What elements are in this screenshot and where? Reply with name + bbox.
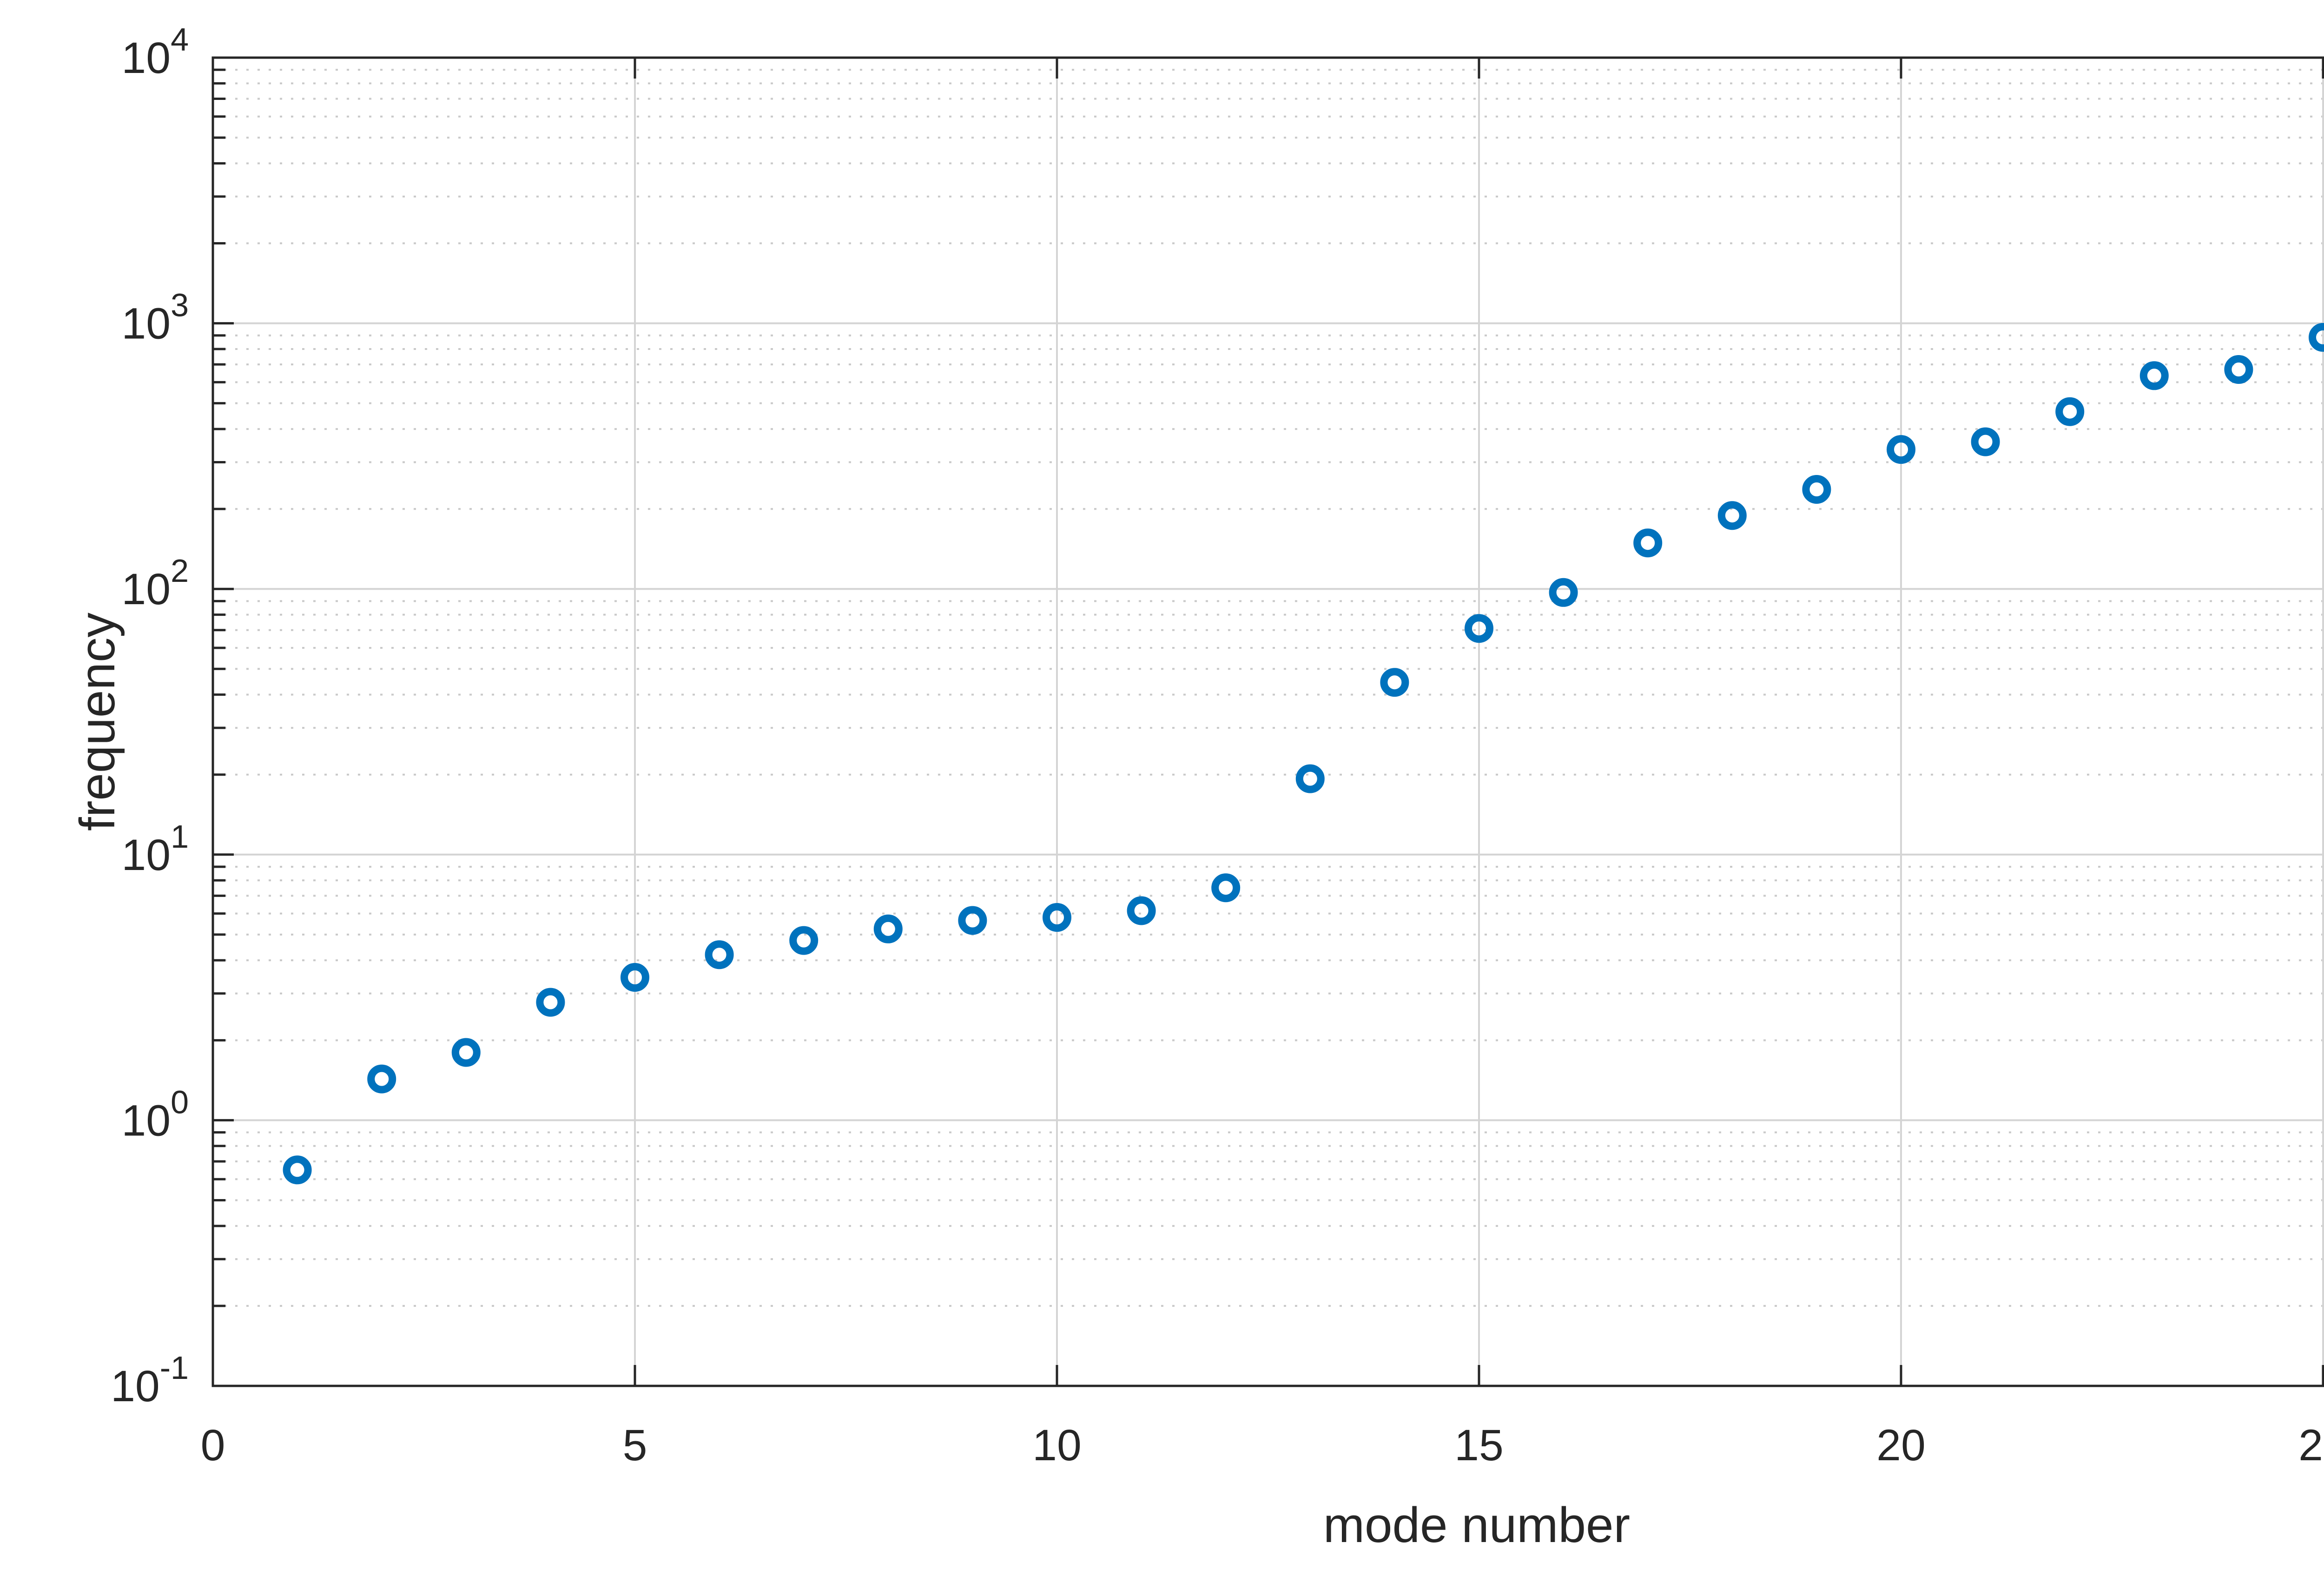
y-tick-label: 10-1 xyxy=(111,1350,189,1411)
data-point-mode-17 xyxy=(1633,528,1663,558)
data-point-mode-7 xyxy=(789,926,819,955)
data-point-mode-25 xyxy=(2309,323,2324,352)
data-point-mode-11 xyxy=(1127,896,1156,925)
x-tick-label: 25 xyxy=(2298,1421,2324,1470)
data-point-mode-1 xyxy=(283,1155,312,1185)
plot-border xyxy=(211,56,2324,1387)
data-point-mode-6 xyxy=(705,940,734,969)
y-tick-label: 100 xyxy=(121,1084,189,1145)
y-tick-label: 102 xyxy=(121,553,189,614)
data-point-mode-2 xyxy=(367,1064,396,1094)
x-tick-label: 20 xyxy=(1876,1421,1926,1470)
x-tick-label: 5 xyxy=(623,1421,647,1470)
x-tick-label: 10 xyxy=(1032,1421,1082,1470)
data-point-mode-23 xyxy=(2139,361,2169,390)
data-point-mode-12 xyxy=(1211,873,1241,903)
data-point-mode-24 xyxy=(2224,355,2253,384)
y-tick-label: 104 xyxy=(121,21,189,83)
data-point-mode-9 xyxy=(958,906,987,935)
data-point-mode-5 xyxy=(621,963,649,992)
x-tick-label: 15 xyxy=(1454,1421,1504,1470)
data-point-mode-3 xyxy=(451,1038,481,1067)
y-tick-label: 101 xyxy=(121,818,189,880)
y-tick-label: 103 xyxy=(121,287,189,349)
data-point-mode-13 xyxy=(1295,764,1325,793)
data-point-mode-21 xyxy=(1971,427,2000,456)
data-point-mode-4 xyxy=(536,988,565,1017)
data-point-mode-15 xyxy=(1465,614,1493,643)
y-axis-title: frequency xyxy=(69,613,125,831)
x-tick-label: 0 xyxy=(201,1421,225,1470)
data-point-mode-8 xyxy=(873,914,903,943)
data-point-mode-10 xyxy=(1043,903,1071,932)
data-point-mode-20 xyxy=(1887,435,1915,464)
data-point-mode-19 xyxy=(1802,475,1831,504)
data-point-mode-18 xyxy=(1717,501,1747,530)
data-point-mode-22 xyxy=(2055,397,2085,426)
data-point-mode-14 xyxy=(1380,668,1409,697)
data-point-mode-16 xyxy=(1549,578,1578,607)
x-axis-title: mode number xyxy=(1323,1497,1631,1553)
